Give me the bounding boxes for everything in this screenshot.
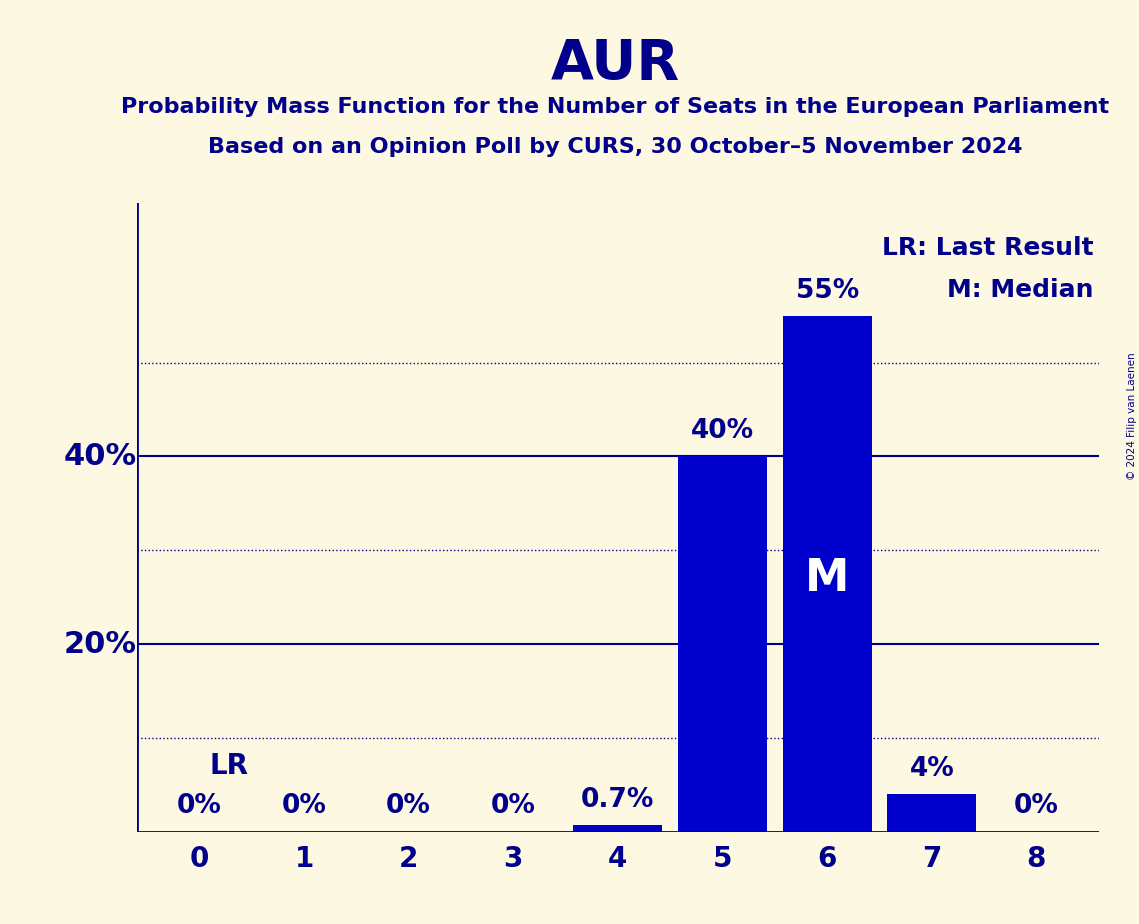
Text: Probability Mass Function for the Number of Seats in the European Parliament: Probability Mass Function for the Number…	[121, 97, 1109, 117]
Text: 0.7%: 0.7%	[581, 787, 655, 813]
Text: © 2024 Filip van Laenen: © 2024 Filip van Laenen	[1126, 352, 1137, 480]
Text: AUR: AUR	[550, 37, 680, 91]
Bar	[678, 456, 767, 832]
Text: 40%: 40%	[691, 419, 754, 444]
Text: 55%: 55%	[795, 277, 859, 304]
Text: 0%: 0%	[1014, 794, 1059, 820]
Text: 0%: 0%	[177, 794, 222, 820]
Text: Based on an Opinion Poll by CURS, 30 October–5 November 2024: Based on an Opinion Poll by CURS, 30 Oct…	[207, 137, 1023, 157]
Text: LR: LR	[210, 752, 249, 780]
Text: 4%: 4%	[909, 756, 954, 782]
Text: M: Median: M: Median	[948, 278, 1093, 302]
Text: 0%: 0%	[386, 794, 432, 820]
Bar	[573, 825, 663, 832]
Text: M: M	[805, 557, 850, 600]
Text: 40%: 40%	[64, 442, 137, 471]
Text: 0%: 0%	[491, 794, 535, 820]
Bar	[887, 794, 976, 832]
Text: LR: Last Result: LR: Last Result	[883, 237, 1093, 260]
Bar	[782, 316, 871, 832]
Text: 20%: 20%	[64, 629, 137, 659]
Text: 0%: 0%	[281, 794, 327, 820]
